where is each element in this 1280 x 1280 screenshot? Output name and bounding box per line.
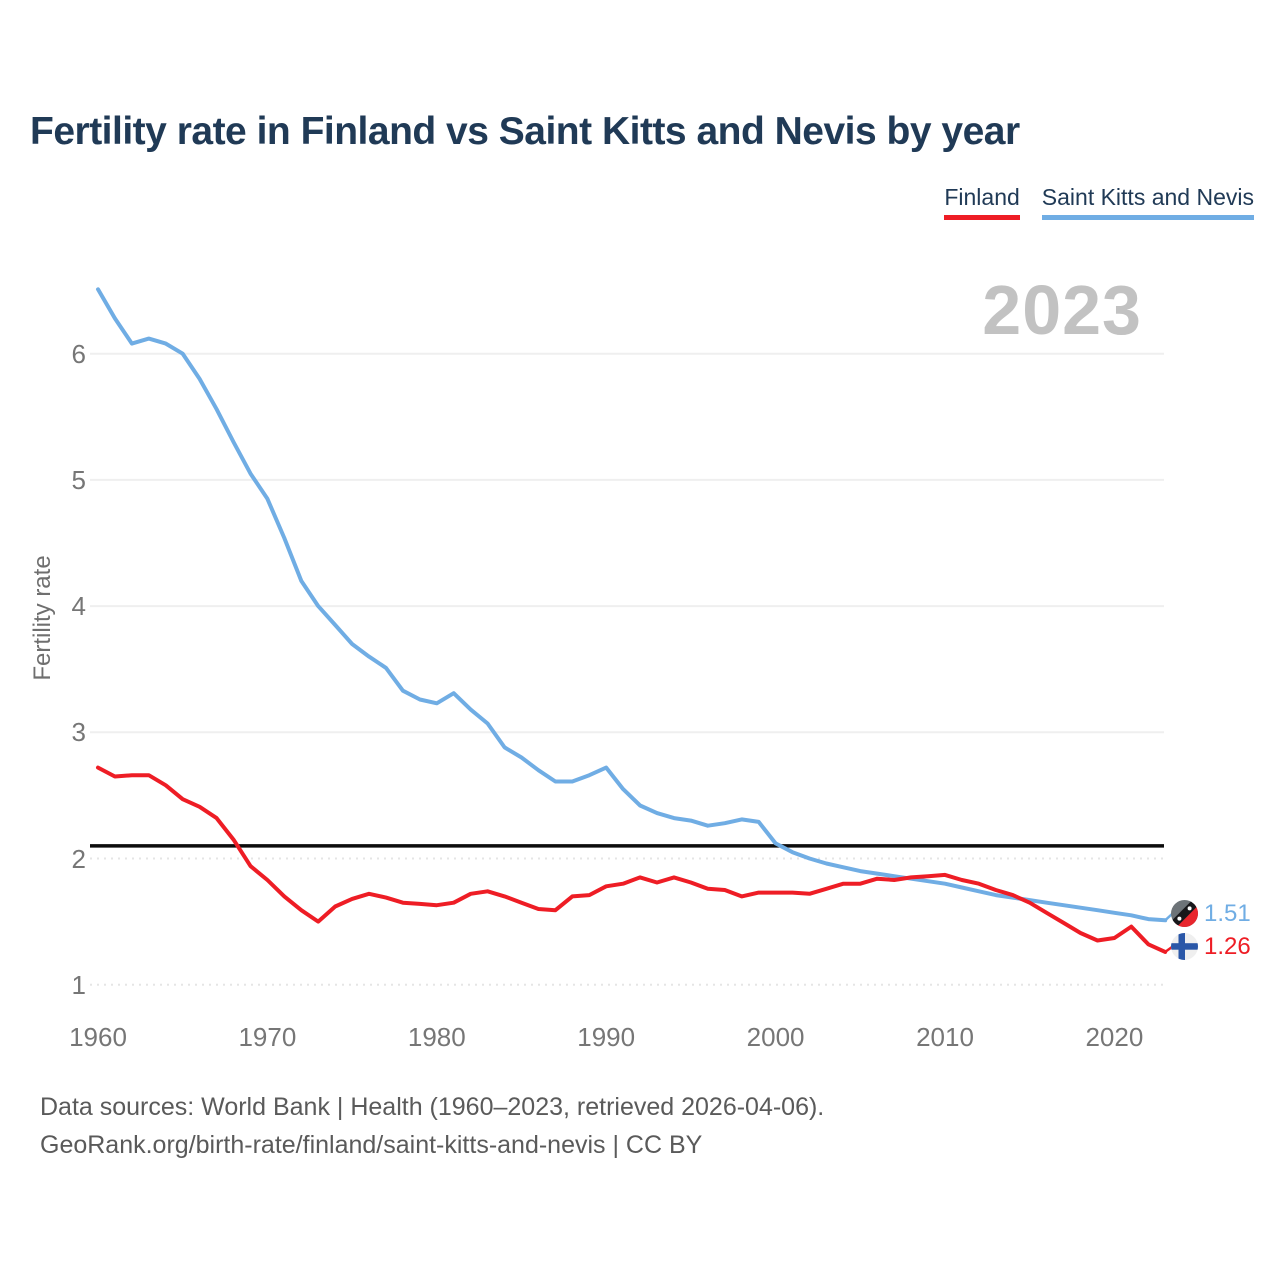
y-tick-4: 4 (71, 591, 86, 622)
end-label-finland-value: 1.26 (1204, 933, 1251, 960)
legend-item-saint-kitts-and-nevis[interactable]: Saint Kitts and Nevis (1041, 184, 1254, 220)
footer: Data sources: World Bank | Health (1960–… (40, 1088, 824, 1164)
saint-kitts-end-connector (1164, 913, 1173, 922)
x-tick-1980: 1980 (407, 1022, 466, 1052)
saint-kitts-and-nevis-line[interactable] (96, 287, 1168, 923)
x-tick-2000: 2000 (746, 1022, 805, 1052)
x-tick-1970: 1970 (238, 1022, 297, 1052)
footer-data-sources: Data sources: World Bank | Health (1960–… (40, 1093, 825, 1121)
x-tick-2020: 2020 (1085, 1022, 1144, 1052)
finland-flag-icon (1171, 933, 1198, 960)
footer-attribution[interactable]: GeoRank.org/birth-rate/finland/saint-kit… (40, 1131, 703, 1159)
end-label-saint-kitts-value: 1.51 (1204, 900, 1251, 927)
y-tick-1: 1 (71, 969, 86, 1000)
legend-item-finland[interactable]: Finland (944, 184, 1020, 220)
x-tick-1990: 1990 (577, 1022, 636, 1052)
x-tick-1960: 1960 (69, 1022, 127, 1052)
chart-title: Fertility rate in Finland vs Saint Kitts… (30, 110, 1020, 153)
x-tick-2010: 2010 (916, 1022, 974, 1052)
gridlines (90, 352, 1164, 986)
saint-kitts-and-nevis-flag-icon (1171, 900, 1198, 927)
year-watermark: 2023 (982, 271, 1142, 349)
legend: Finland Saint Kitts and Nevis (944, 184, 1254, 220)
finland-end-connector (1164, 945, 1173, 953)
y-tick-2: 2 (71, 843, 86, 874)
y-tick-5: 5 (71, 464, 86, 495)
y-tick-3: 3 (71, 717, 86, 748)
finland-line[interactable] (96, 765, 1168, 954)
y-tick-6: 6 (71, 338, 86, 369)
